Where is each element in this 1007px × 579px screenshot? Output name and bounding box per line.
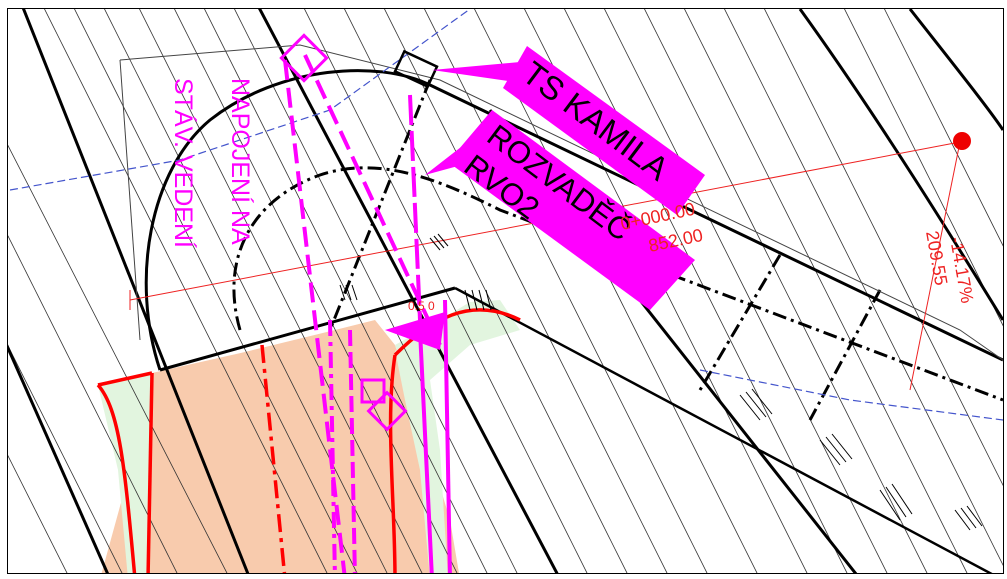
parcel-line <box>454 286 993 573</box>
blue-dashed-line <box>9 9 471 191</box>
blue-dashed-line-right <box>699 369 1003 421</box>
salmon-parcel <box>98 320 459 573</box>
turning-arc <box>144 69 1003 371</box>
map-frame <box>7 8 1004 574</box>
magenta-box-bottom <box>360 378 386 404</box>
small-note-label: 0.5 0 <box>408 299 435 313</box>
magenta-cable-lines <box>283 54 452 573</box>
ts-kamila-callout-pointer <box>432 62 520 82</box>
station-box <box>393 49 439 89</box>
magenta-diamond-bottom <box>366 390 408 432</box>
napojeni-label-line1: NAPOJENÍ NA <box>226 78 255 245</box>
plot-outline <box>119 44 1003 361</box>
plot-outline-left <box>119 59 141 341</box>
rozvadec-plate <box>448 110 695 310</box>
ts-kamila-plate <box>503 46 705 215</box>
green-strip <box>395 350 448 573</box>
survey-point <box>953 132 971 150</box>
napojeni-label-line2: STÁV. VEDENÍ <box>169 78 198 248</box>
magenta-diamond-top <box>279 33 329 83</box>
red-parcel-borders <box>96 308 521 573</box>
magenta-pointer <box>385 312 445 350</box>
arc-base-line <box>159 286 456 372</box>
hatch-marks <box>339 233 983 531</box>
